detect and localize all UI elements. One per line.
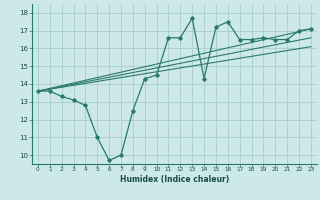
X-axis label: Humidex (Indice chaleur): Humidex (Indice chaleur) <box>120 175 229 184</box>
